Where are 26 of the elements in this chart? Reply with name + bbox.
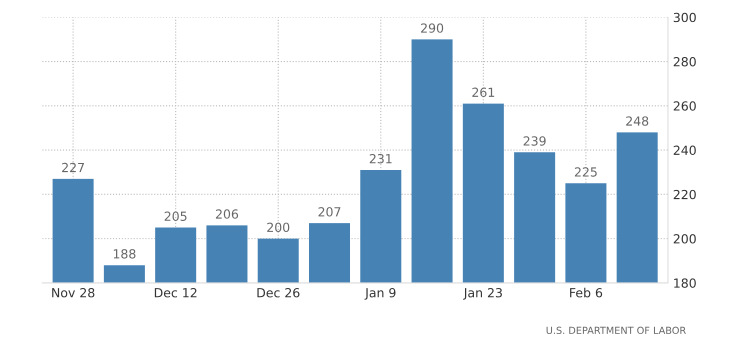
x-tick-label: Feb 6 <box>570 288 602 298</box>
data-label: 200 <box>267 222 290 232</box>
data-label: 206 <box>216 209 238 219</box>
y-tick-label: 200 <box>674 234 696 244</box>
data-label: 261 <box>472 88 494 97</box>
data-label: 188 <box>114 249 136 259</box>
data-label: 227 <box>62 162 84 172</box>
x-tick-label: Jan 9 <box>364 288 396 300</box>
data-label: 205 <box>164 212 187 221</box>
data-label: 248 <box>626 116 648 126</box>
x-tick-label: Jan 23 <box>463 288 502 300</box>
y-tick-label: 260 <box>674 101 696 111</box>
data-label: 207 <box>318 207 340 217</box>
y-tick-label: 180 <box>674 278 696 288</box>
y-tick-label: 300 <box>674 12 696 22</box>
data-label: 225 <box>574 167 597 177</box>
x-tick-label: Dec 26 <box>257 288 300 298</box>
x-tick-label: Nov 28 <box>52 288 94 298</box>
data-label: 290 <box>421 23 444 33</box>
x-tick-label: Dec 12 <box>154 288 196 298</box>
data-label: 231 <box>370 154 392 164</box>
text: U.S. DEPARTMENT OF LABOR <box>546 326 686 334</box>
data-label: 239 <box>524 136 546 146</box>
y-tick-label: 280 <box>674 56 696 66</box>
y-tick-label: 220 <box>674 190 696 200</box>
y-tick-label: 240 <box>674 146 696 155</box>
